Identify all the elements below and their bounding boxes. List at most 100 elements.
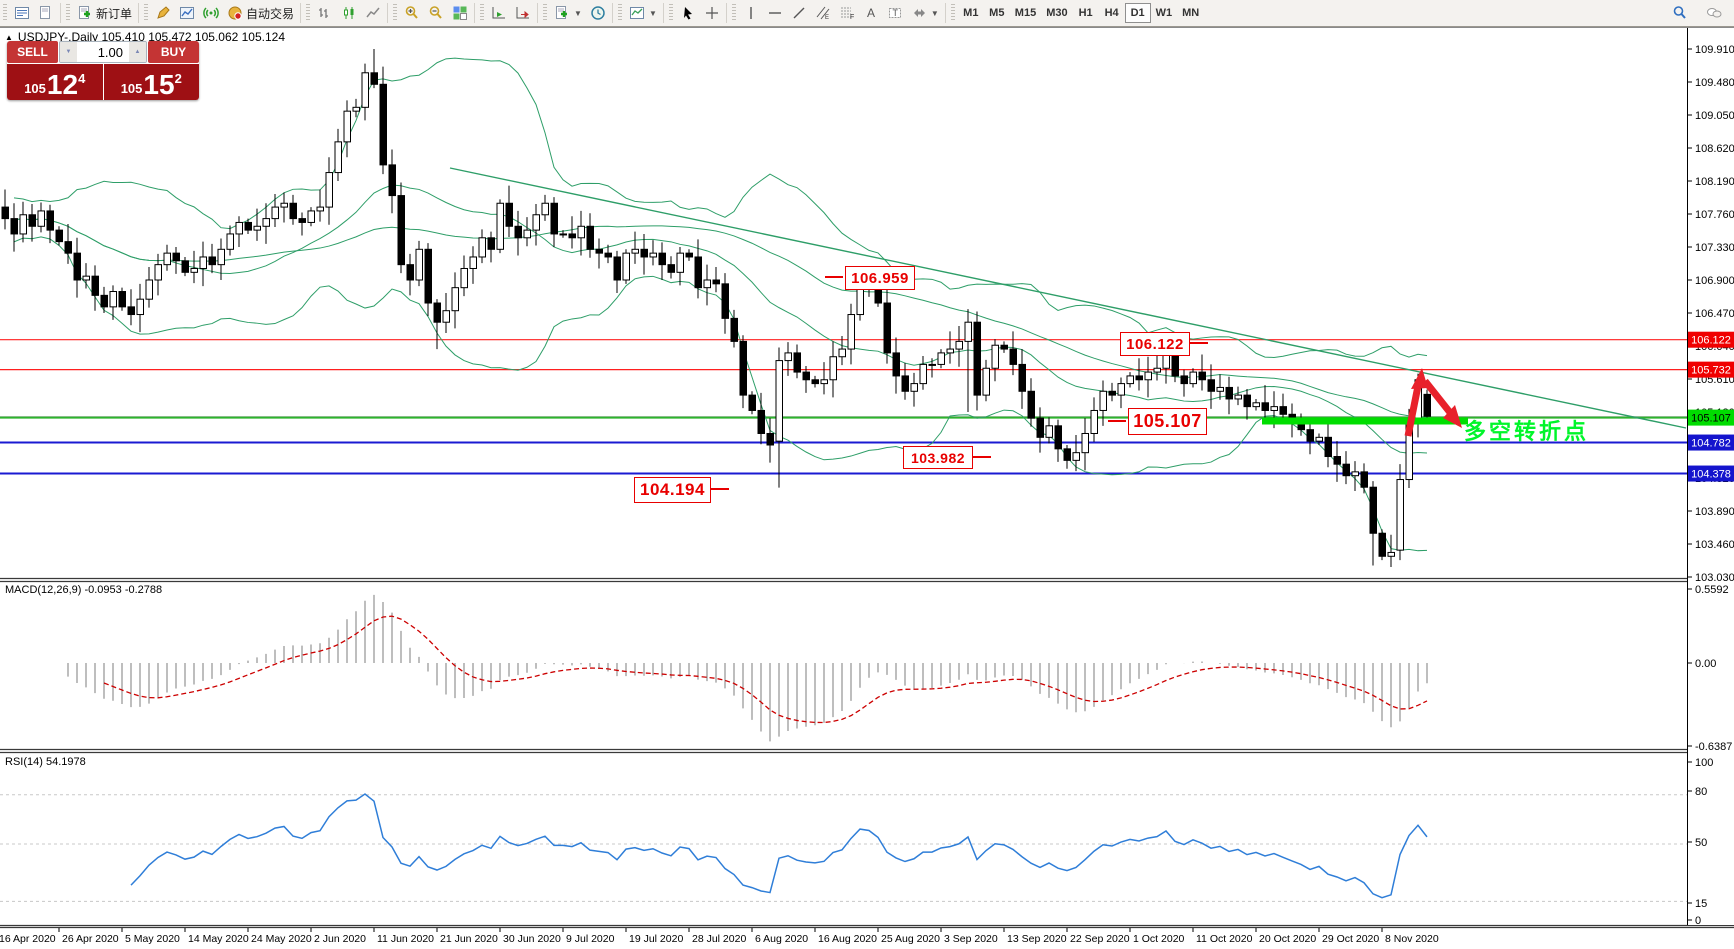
- bar-chart-icon[interactable]: [313, 2, 337, 24]
- toolbar-group-handle[interactable]: [668, 4, 673, 22]
- svg-text:3 Sep 2020: 3 Sep 2020: [944, 933, 998, 945]
- timeframe-h1-button[interactable]: H1: [1073, 3, 1099, 23]
- text-label-icon[interactable]: T: [883, 2, 907, 24]
- crosshair-icon: [704, 5, 720, 21]
- toolbar-group-handle[interactable]: [144, 4, 149, 22]
- sell-price[interactable]: 105 12 4: [7, 64, 103, 100]
- text-icon[interactable]: A: [859, 2, 883, 24]
- data-window-icon[interactable]: [34, 2, 58, 24]
- autoscroll-icon[interactable]: [487, 2, 511, 24]
- svg-text:8 Nov 2020: 8 Nov 2020: [1385, 933, 1439, 945]
- channel-icon[interactable]: E: [811, 2, 835, 24]
- toolbar-group-handle[interactable]: [617, 4, 622, 22]
- timeframe-d1-button[interactable]: D1: [1124, 3, 1151, 23]
- svg-text:106.122: 106.122: [1691, 335, 1731, 347]
- horizontal-line-icon[interactable]: [763, 2, 787, 24]
- sell-button[interactable]: SELL: [7, 41, 58, 63]
- svg-text:29 Oct 2020: 29 Oct 2020: [1322, 933, 1379, 945]
- dropdown-caret-icon[interactable]: ▼: [930, 8, 939, 18]
- tile-windows-icon[interactable]: [448, 2, 472, 24]
- rsi-label: RSI(14) 54.1978: [5, 756, 86, 768]
- sell-price-fraction: 4: [78, 71, 86, 86]
- svg-text:16 Apr 2020: 16 Apr 2020: [0, 933, 56, 945]
- toolbar-group-handle[interactable]: [3, 4, 7, 22]
- timeframe-h4-button[interactable]: H4: [1099, 3, 1125, 23]
- text-label-icon: T: [887, 5, 903, 21]
- toolbar-group-handle[interactable]: [480, 4, 485, 22]
- sell-price-pips: 12: [46, 69, 79, 100]
- vertical-line-icon[interactable]: [739, 2, 763, 24]
- line-chart-icon[interactable]: [361, 2, 385, 24]
- buy-price[interactable]: 105 15 2: [103, 64, 199, 100]
- volume-stepper[interactable]: ▼ 1.00 ▲: [59, 41, 147, 63]
- crosshair-icon[interactable]: [700, 2, 724, 24]
- search-icon[interactable]: [1668, 2, 1692, 24]
- chat-icon[interactable]: [1702, 2, 1726, 24]
- cursor-icon: [680, 5, 696, 21]
- timeframe-m1-button[interactable]: M1: [958, 3, 984, 23]
- trendline-icon[interactable]: [787, 2, 811, 24]
- new-chart-icon[interactable]: ▼: [550, 2, 586, 24]
- svg-text:0: 0: [1695, 915, 1701, 927]
- toolbar-group-handle[interactable]: [66, 4, 70, 22]
- signals-icon[interactable]: [199, 2, 223, 24]
- candlestick-icon[interactable]: [337, 2, 361, 24]
- svg-text:26 Apr 2020: 26 Apr 2020: [62, 933, 119, 945]
- annotation-text-cn[interactable]: 多空转折点: [1464, 420, 1590, 445]
- dropdown-caret-icon[interactable]: ▼: [648, 8, 657, 18]
- price-callout-105_107[interactable]: 105.107: [1128, 408, 1207, 435]
- volume-decrease-button[interactable]: ▼: [60, 42, 77, 62]
- indicators-icon[interactable]: ▼: [625, 2, 661, 24]
- svg-text:14 May 2020: 14 May 2020: [188, 933, 249, 945]
- svg-text:22 Sep 2020: 22 Sep 2020: [1070, 933, 1130, 945]
- new-order-button: [77, 5, 93, 21]
- buy-button[interactable]: BUY: [148, 41, 199, 63]
- autotrading-button[interactable]: 自动交易: [223, 2, 298, 24]
- volume-value[interactable]: 1.00: [97, 44, 123, 60]
- toolbar-group-handle[interactable]: [306, 4, 311, 22]
- svg-text:F: F: [850, 14, 854, 21]
- clock-icon[interactable]: [586, 2, 610, 24]
- autotrading-label: 自动交易: [246, 6, 295, 21]
- metaeditor-icon[interactable]: [151, 2, 175, 24]
- toolbar-separator: [474, 3, 476, 23]
- toolbar-group-handle[interactable]: [543, 4, 548, 22]
- chart-window-title: ▲ USDJPY-,Daily 105.410 105.472 105.062 …: [5, 30, 285, 44]
- market-watch-icon[interactable]: [10, 2, 34, 24]
- sell-price-figure: 105: [24, 81, 46, 96]
- toolbar-separator: [537, 3, 539, 23]
- price-badge-105.107: [1688, 409, 1734, 426]
- chart-shift-icon[interactable]: [511, 2, 535, 24]
- volume-increase-button[interactable]: ▲: [129, 42, 146, 62]
- timeframe-m15-button[interactable]: M15: [1010, 3, 1041, 23]
- zoom-out-icon[interactable]: [424, 2, 448, 24]
- svg-text:104.782: 104.782: [1691, 438, 1731, 450]
- dropdown-caret-icon[interactable]: ▼: [574, 8, 582, 18]
- timeframe-w1-button[interactable]: W1: [1151, 3, 1178, 23]
- shapes-icon[interactable]: ▼: [907, 2, 943, 24]
- timeframe-mn-button[interactable]: MN: [1177, 3, 1204, 23]
- svg-text:107.330: 107.330: [1695, 242, 1734, 254]
- cursor-icon[interactable]: [676, 2, 700, 24]
- svg-text:24 May 2020: 24 May 2020: [251, 933, 312, 945]
- price-callout-104_194[interactable]: 104.194: [634, 477, 711, 503]
- timeframe-m30-button[interactable]: M30: [1041, 3, 1072, 23]
- horizontal-line-icon: [767, 5, 783, 21]
- price-callout-106_122[interactable]: 106.122: [1120, 332, 1190, 356]
- price-callout-106_959[interactable]: 106.959: [845, 266, 915, 290]
- toolbar-group-handle[interactable]: [731, 4, 736, 22]
- toolbar-group-handle[interactable]: [393, 4, 398, 22]
- chart-window-icon[interactable]: [175, 2, 199, 24]
- price-callout-103_982[interactable]: 103.982: [903, 446, 973, 469]
- timeframe-m5-button[interactable]: M5: [984, 3, 1010, 23]
- toolbar-group-handle[interactable]: [950, 4, 955, 22]
- price-badge-104.378: [1688, 465, 1734, 482]
- new-order-button[interactable]: 新订单: [73, 2, 136, 24]
- rsi-layer: [0, 793, 1687, 902]
- zoom-in-icon[interactable]: [400, 2, 424, 24]
- toolbar-separator: [60, 3, 61, 23]
- macd-layer: [67, 594, 1428, 742]
- vertical-line-icon: [743, 5, 759, 21]
- fibonacci-icon[interactable]: F: [835, 2, 859, 24]
